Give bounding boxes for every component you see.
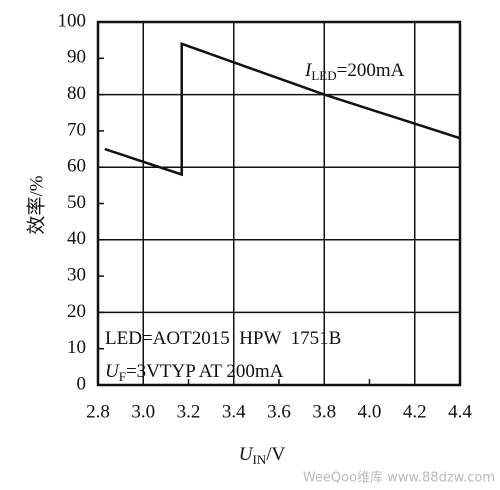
y-tick-label: 40 [67, 228, 86, 249]
annotation: LED=AOT2015 HPW 1751B [105, 328, 341, 349]
y-tick-label: 60 [67, 156, 86, 177]
x-axis-label: UIN/V [239, 444, 286, 467]
y-tick-label: 50 [67, 192, 86, 213]
y-tick-label: 20 [67, 301, 86, 322]
watermark: WeeQoo维库 www.88dzw.com [303, 470, 495, 486]
y-tick-label: 10 [67, 337, 86, 358]
x-tick-label: 4.4 [448, 401, 472, 422]
plot-frame [96, 20, 462, 387]
x-tick-label: 3.8 [312, 401, 336, 422]
x-tick-label: 3.0 [131, 401, 155, 422]
x-tick-label: 4.0 [358, 401, 382, 422]
x-tick-label: 3.6 [267, 401, 291, 422]
y-tick-label: 80 [67, 83, 86, 104]
data-line [104, 42, 461, 177]
y-axis-label: 效率/% [25, 175, 47, 234]
x-tick-label: 2.8 [86, 401, 110, 422]
y-tick-label: 70 [67, 119, 86, 140]
y-tick-label: 90 [67, 47, 86, 68]
x-tick-label: 3.4 [222, 401, 246, 422]
y-tick-label: 0 [77, 373, 87, 394]
x-tick-label: 4.2 [403, 401, 427, 422]
annotation: UF=3VTYP AT 200mA [105, 361, 284, 384]
y-tick-label: 100 [58, 10, 87, 31]
x-tick-label: 3.2 [177, 401, 201, 422]
y-tick-label: 30 [67, 264, 86, 285]
